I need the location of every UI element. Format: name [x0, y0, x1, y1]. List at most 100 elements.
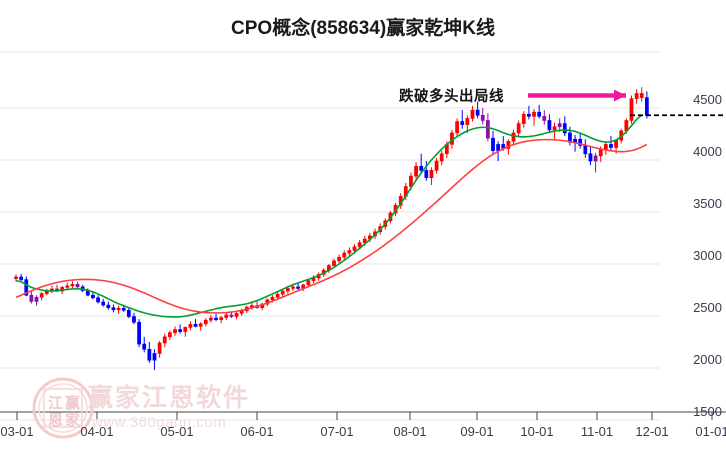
- candle-bar: [357, 242, 362, 248]
- candle-bar: [178, 329, 183, 332]
- seal-char-3: 恩: [48, 412, 64, 429]
- candle-bar: [537, 111, 542, 117]
- x-axis-tick-04-01: 04-01: [80, 424, 114, 439]
- seal-char-2: 赢: [65, 395, 81, 412]
- candle-bar: [183, 327, 188, 332]
- candle-bar: [609, 144, 613, 148]
- candle-bar: [101, 301, 106, 306]
- candle-bar: [485, 120, 490, 139]
- candle-bar: [167, 332, 172, 338]
- candle-bar: [116, 307, 121, 311]
- candle-bar: [337, 256, 342, 262]
- candle-bar: [521, 113, 526, 124]
- candle-bar: [409, 175, 413, 187]
- candle-bar: [285, 288, 290, 292]
- candle-bar: [214, 317, 218, 320]
- candle-bar: [598, 149, 603, 157]
- candle-bar: [352, 246, 357, 251]
- x-axis-tick-06-01: 06-01: [240, 424, 274, 439]
- x-axis-tick-10-01: 10-01: [520, 424, 554, 439]
- candle-bar: [429, 170, 434, 178]
- x-axis-tick-07-01: 07-01: [320, 424, 354, 439]
- y-axis-tick-3500: 3500: [693, 196, 722, 211]
- candle-bar: [434, 160, 439, 171]
- candle-bar: [75, 283, 80, 288]
- y-axis-tick-4500: 4500: [693, 92, 722, 107]
- candle-bar: [480, 114, 485, 121]
- candle-bar: [511, 132, 516, 142]
- candle-bar: [460, 121, 465, 125]
- x-axis-tick-03-01: 03-01: [0, 424, 34, 439]
- candle-bar: [34, 296, 39, 302]
- candle-bar: [629, 98, 634, 121]
- candle-bar: [234, 313, 239, 317]
- candle-bar: [121, 307, 126, 311]
- candle-bar: [634, 93, 639, 99]
- candle-bar: [229, 314, 234, 317]
- candle-bar: [219, 317, 224, 320]
- watermark-url: www.360gann.com: [92, 414, 227, 431]
- candle-bar: [557, 123, 562, 128]
- candle-bar: [506, 140, 511, 149]
- candle-bar: [362, 238, 367, 243]
- candle-bar: [203, 319, 208, 325]
- candle-bar: [439, 153, 444, 162]
- candle-bar: [532, 111, 536, 117]
- candle-bar: [583, 145, 588, 155]
- x-axis-tick-05-01: 05-01: [160, 424, 194, 439]
- candle-bar: [593, 155, 598, 162]
- bearish-exit-arrow: [614, 89, 626, 102]
- candle-bar: [24, 279, 29, 296]
- candle-bar: [111, 307, 116, 311]
- candle-bar: [209, 317, 213, 321]
- candle-bar: [106, 304, 111, 308]
- candle-bar: [29, 294, 34, 302]
- candle-bar: [142, 343, 147, 350]
- candle-bar: [198, 323, 203, 327]
- candle-bar: [455, 121, 459, 134]
- y-axis-tick-2500: 2500: [693, 300, 722, 315]
- x-axis-tick-09-01: 09-01: [460, 424, 494, 439]
- candle-bar: [91, 294, 95, 299]
- ma-line-MA-long: [15, 138, 648, 314]
- candle-bar: [70, 283, 75, 287]
- candle-bar: [578, 138, 583, 146]
- candle-bar: [193, 324, 198, 327]
- candle-bar: [173, 329, 177, 333]
- annotation-label-bearish-exit: 跌破多头出局线: [399, 89, 504, 105]
- candle-bar: [19, 276, 24, 280]
- candle-bar: [475, 109, 480, 116]
- candle-bar: [496, 144, 501, 151]
- candle-bar: [14, 276, 18, 279]
- candle-bar: [527, 113, 531, 117]
- watermark-brand: 赢家江恩软件: [88, 384, 251, 412]
- candle-bar: [152, 353, 157, 361]
- candle-bar: [516, 123, 521, 134]
- candle-bar: [614, 139, 618, 148]
- candle-bar: [552, 126, 557, 131]
- candle-bar: [639, 93, 644, 98]
- y-axis-tick-2000: 2000: [693, 352, 722, 367]
- candle-bar: [96, 297, 100, 303]
- x-axis-tick-01-01: 01-01: [695, 424, 726, 439]
- x-axis: [0, 411, 726, 420]
- candle-bar: [296, 286, 300, 289]
- candle-bar: [419, 165, 424, 171]
- candle-bar: [291, 286, 295, 289]
- candle-bar: [342, 252, 347, 258]
- candle-bar: [424, 170, 429, 178]
- candle-bar: [465, 118, 470, 125]
- candle-bar: [603, 144, 608, 150]
- candle-bar: [39, 293, 44, 298]
- candle-bar: [65, 285, 70, 288]
- candle-bar: [280, 290, 285, 295]
- x-axis-tick-11-01: 11-01: [580, 424, 614, 439]
- gridlines: [0, 51, 660, 421]
- candle-bar: [414, 165, 418, 177]
- y-axis-tick-1500: 1500: [693, 404, 722, 419]
- candle-bar: [542, 116, 547, 121]
- candle-bar: [147, 348, 152, 361]
- candle-bar: [470, 109, 475, 119]
